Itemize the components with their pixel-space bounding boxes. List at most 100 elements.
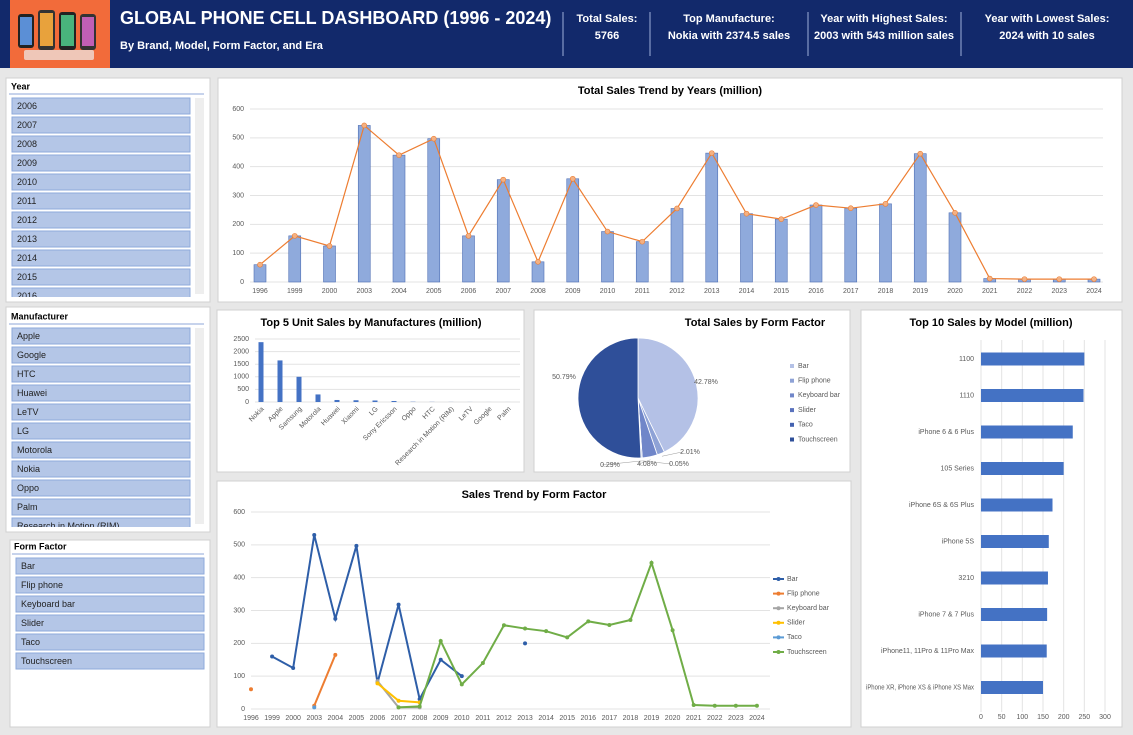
series-point	[333, 652, 338, 657]
data-label: 0.29%	[600, 462, 620, 469]
trend-point	[569, 175, 576, 182]
series-point	[354, 543, 359, 548]
slicer-item-label[interactable]: 2010	[17, 177, 37, 187]
slicer-item-label[interactable]: 2009	[17, 158, 37, 168]
y-tick-label: 105 Series	[941, 465, 975, 472]
slicer-item[interactable]	[15, 595, 205, 613]
series-point	[459, 682, 464, 687]
slicer-item[interactable]	[11, 211, 191, 229]
slicer-item-label[interactable]: 2014	[17, 253, 37, 263]
x-tick-label: 2005	[349, 715, 365, 722]
slicer-item[interactable]	[11, 460, 191, 478]
slicer-item[interactable]	[11, 403, 191, 421]
slicer-item[interactable]	[15, 652, 205, 670]
slicer-item-label[interactable]: Oppo	[17, 483, 39, 493]
slicer-item[interactable]	[11, 327, 191, 345]
leader-line	[601, 460, 642, 466]
slicer-item-label[interactable]: Taco	[21, 637, 40, 647]
x-tick-label: 2023	[1051, 288, 1067, 295]
x-tick-label: 2013	[517, 715, 533, 722]
slicer-item-label[interactable]: Flip phone	[21, 580, 63, 590]
slicer-item-label[interactable]: Apple	[17, 331, 40, 341]
trend-point	[291, 233, 298, 239]
slicer-item-label[interactable]: Google	[17, 350, 46, 360]
y-tick-label: 1110	[959, 392, 974, 399]
slicer-item-label[interactable]: 2013	[17, 234, 37, 244]
slicer-title: Manufacturer	[11, 311, 69, 321]
slicer-item-label[interactable]: 2015	[17, 272, 37, 282]
bar	[879, 203, 892, 283]
slicer-item[interactable]	[11, 192, 191, 210]
slicer-item[interactable]	[11, 346, 191, 364]
slicer-item[interactable]	[11, 479, 191, 497]
legend-swatch	[790, 437, 794, 442]
slicer-item[interactable]	[15, 633, 205, 651]
y-tick-label: 1100	[959, 356, 974, 363]
legend-swatch-dot	[776, 577, 781, 581]
x-tick-label: 2007	[391, 715, 407, 722]
chart-title: Sales Trend by Form Factor	[462, 489, 608, 501]
slicer-item[interactable]	[11, 498, 191, 516]
slicer-item[interactable]	[11, 135, 191, 153]
x-tick-label: 2018	[878, 288, 894, 295]
slicer-item[interactable]	[11, 384, 191, 402]
slicer-item[interactable]	[11, 230, 191, 248]
bar	[981, 462, 1064, 475]
slicer-item[interactable]	[11, 97, 191, 115]
slicer-item-label[interactable]: Keyboard bar	[21, 599, 75, 609]
series-line	[271, 534, 463, 702]
bar	[601, 231, 614, 283]
x-tick-label: 2003	[306, 715, 322, 722]
y-tick-label: 1500	[233, 361, 249, 368]
slicer-item[interactable]	[11, 517, 191, 534]
slicer-item-label[interactable]: LeTV	[17, 407, 39, 417]
series-point	[417, 704, 422, 709]
series-point	[607, 622, 612, 627]
bar	[315, 394, 321, 402]
slicer-item-label[interactable]: 2007	[17, 120, 37, 130]
slicer-item[interactable]	[11, 441, 191, 459]
slicer-item-label[interactable]: HTC	[17, 369, 36, 379]
slicer-item-label[interactable]: Bar	[21, 561, 35, 571]
slicer-item[interactable]	[11, 249, 191, 267]
slicer-item-label[interactable]: 2006	[17, 101, 37, 111]
slicer-item[interactable]	[11, 116, 191, 134]
slicer-item-label[interactable]: Huawei	[17, 388, 47, 398]
slicer-item[interactable]	[11, 173, 191, 191]
slicer-item-label[interactable]: LG	[17, 426, 29, 436]
trend-point	[1091, 276, 1097, 282]
pie-slice	[577, 337, 642, 459]
slicer-item[interactable]	[11, 268, 191, 286]
slicer-item[interactable]	[11, 365, 191, 383]
slicer-item-label[interactable]: Palm	[17, 502, 38, 512]
x-tick-label: 2004	[328, 715, 344, 722]
slicer-item-label[interactable]: Touchscreen	[21, 656, 72, 666]
slicer-item[interactable]	[15, 614, 205, 632]
slicer-item-label[interactable]: 2008	[17, 139, 37, 149]
series-line	[398, 559, 757, 709]
slicer-item-label[interactable]: Slider	[21, 618, 44, 628]
y-tick-label: 300	[232, 192, 244, 199]
x-tick-label: 2021	[982, 288, 998, 295]
slicer-item[interactable]	[11, 154, 191, 172]
x-tick-label: 50	[998, 714, 1006, 721]
x-tick-label: 1999	[287, 288, 303, 295]
slicer-item-label[interactable]: Research in Motion (RIM)	[17, 521, 120, 531]
series-point	[291, 665, 296, 670]
slicer-item-label[interactable]: Nokia	[17, 464, 40, 474]
slicer-item[interactable]	[11, 287, 191, 304]
slicer-item-label[interactable]: 2012	[17, 215, 37, 225]
series-point	[565, 635, 570, 640]
bar	[981, 498, 1053, 512]
slicer-item-label[interactable]: 2016	[17, 291, 37, 301]
slicer-item[interactable]	[15, 557, 205, 575]
slicer-item-label[interactable]: Motorola	[17, 445, 52, 455]
slicer-item-label[interactable]: 2011	[17, 196, 36, 206]
slicer-item[interactable]	[15, 576, 205, 594]
x-tick-label: 2014	[538, 715, 554, 722]
dashboard-title: GLOBAL PHONE CELL DASHBOARD (1996 - 2024…	[120, 8, 551, 28]
x-tick-label: 2012	[496, 715, 512, 722]
slicer-item[interactable]	[11, 422, 191, 440]
trend-point	[604, 228, 611, 235]
y-tick-label: 600	[233, 509, 245, 516]
